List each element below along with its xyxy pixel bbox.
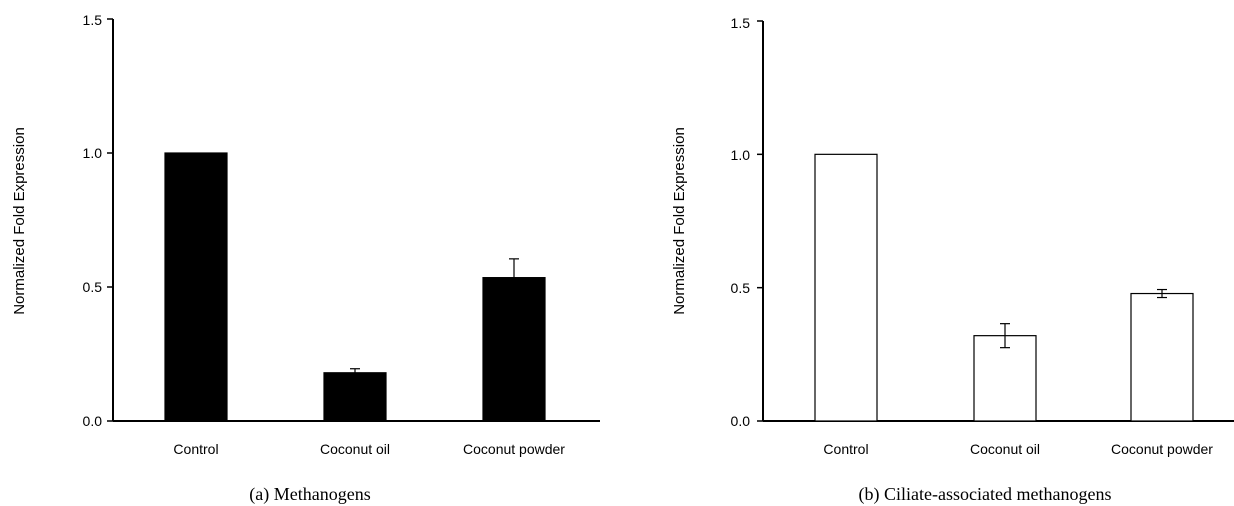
chart-b-bar [973, 335, 1037, 422]
chart-a-ytick: 1.5 [83, 12, 103, 28]
chart-b-xtick: Control [823, 441, 868, 457]
chart-a-ylabel: Normalized Fold Expression [11, 127, 28, 315]
chart-b-bar [814, 153, 878, 422]
chart-a-bar [482, 277, 546, 422]
chart-a-bar [323, 372, 387, 422]
chart-b-ylabel: Normalized Fold Expression [671, 127, 688, 315]
chart-b-xtick: Coconut powder [1111, 441, 1213, 457]
chart-b-ytick: 0.5 [731, 280, 751, 296]
chart-a-xtick: Coconut oil [320, 441, 390, 457]
chart-b-ytick: 0.0 [731, 413, 751, 429]
chart-a-caption: (a) Methanogens [249, 484, 370, 505]
chart-b: Normalized Fold Expression 0.0 0.5 1.0 1… [671, 15, 1234, 505]
chart-b-ytick: 1.0 [731, 147, 751, 163]
chart-b-bar [1130, 292, 1194, 422]
chart-b-xtick: Coconut oil [970, 441, 1040, 457]
chart-b-xticks: Control Coconut oil Coconut powder [823, 441, 1213, 457]
chart-b-caption: (b) Ciliate-associated methanogens [859, 484, 1112, 505]
chart-a-xticks: Control Coconut oil Coconut powder [173, 441, 565, 457]
chart-b-plot [757, 20, 1234, 422]
chart-a-yticks: 0.0 0.5 1.0 1.5 [83, 12, 103, 429]
chart-a-ytick: 0.5 [83, 279, 103, 295]
chart-a-plot [107, 18, 600, 422]
chart-b-ytick: 1.5 [731, 15, 751, 31]
chart-a-ytick: 1.0 [83, 145, 103, 161]
chart-a: Normalized Fold Expression 0.0 0.5 1.0 1… [11, 12, 600, 505]
chart-a-xtick: Control [173, 441, 218, 457]
chart-a-xtick: Coconut powder [463, 441, 565, 457]
chart-b-yticks: 0.0 0.5 1.0 1.5 [731, 15, 751, 429]
chart-a-ytick: 0.0 [83, 413, 103, 429]
chart-a-bar [164, 152, 228, 422]
